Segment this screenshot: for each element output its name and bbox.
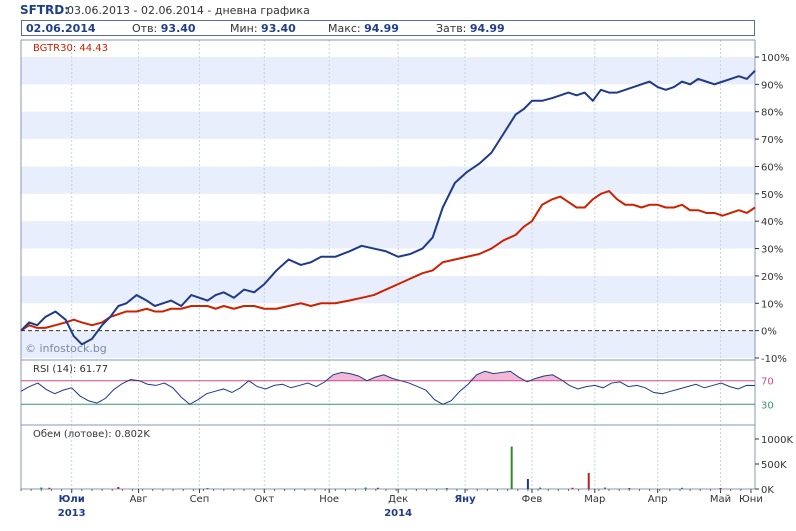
y-tick-label: 40% [761,217,783,228]
volume-y-tick-label: 1000K [761,435,793,446]
volume-pane-frame [20,424,756,490]
volume-bar [587,473,590,489]
grid-band [21,166,755,194]
quote-open: Отв: 93.40 [132,22,196,35]
series-line-bgtr30 [20,190,756,332]
volume-bar [40,487,43,489]
y-tick-label: 60% [761,162,783,173]
y-tick-label: 10% [761,299,783,310]
symbol-title: SFTRD: [20,3,70,17]
date-range-title: 03.06.2013 - 02.06.2014 - дневна графика [67,4,310,17]
y-tick-label: 90% [761,80,783,91]
x-tick-label: Ное [319,494,339,505]
grid-band [21,221,755,249]
x-tick-label: Юни [739,494,763,505]
y-tick-label: -10% [761,354,787,365]
volume-bar [628,488,631,489]
y-tick-label: 20% [761,272,783,283]
x-tick-label: Мар [584,494,605,505]
volume-bar [48,487,51,489]
rsi-level-70-label: 70 [761,377,774,388]
volume-bar [526,479,529,489]
rsi-label: RSI (14): 61.77 [33,364,108,375]
volume-bar [603,487,606,489]
volume-bar [364,487,367,489]
x-tick-label: Фев [522,494,543,505]
volume-bar [539,487,542,489]
x-tick-label: Юли [59,494,85,505]
volume-bar [719,488,722,489]
chart-header: SFTRD: 03.06.2013 - 02.06.2014 - дневна … [0,0,796,20]
grid-band [21,330,755,358]
volume-bar [510,446,513,489]
grid-band [21,111,755,140]
quote-date: 02.06.2014 [26,22,96,35]
y-tick-label: 80% [761,108,783,119]
rsi-line [20,370,756,405]
x-tick-label: Апр [648,494,668,505]
x-tick-label: Сеп [190,494,210,505]
volume-bar [206,488,209,489]
quote-bar: 02.06.2014 Отв: 93.40 Мин: 93.40 Макс: 9… [21,20,755,36]
volume-y-tick-label: 500K [761,460,787,471]
volume-bar [681,487,684,489]
series-line-sftrd [20,69,756,346]
rsi-pane-frame [20,359,756,426]
x-tick-label: Май [710,494,731,505]
x-tick-label: Авг [130,494,148,505]
x-tick-label: Яну [454,494,476,505]
y-tick-label: 50% [761,190,783,201]
x-tick-label: Окт [254,494,274,505]
y-tick-label: 100% [761,53,790,64]
volume-label: Обем (лотове): 0.802K [33,429,150,440]
year-label-2013: 2013 [58,508,86,519]
grid-band [21,57,755,85]
quote-high: Макс: 94.99 [328,22,399,35]
y-tick-label: 70% [761,135,783,146]
y-tick-label: 30% [761,245,783,256]
volume-y-tick-label: 0K [761,485,774,496]
rsi-overbought-fill [21,371,755,381]
rsi-level-30-label: 30 [761,400,774,411]
quote-close: Затв: 94.99 [436,22,505,35]
volume-bar [376,487,379,489]
quote-low: Мин: 93.40 [230,22,296,35]
x-tick-label: Дек [388,494,408,505]
benchmark-label: BGTR30: 44.43 [33,43,108,54]
watermark: © infostock.bg [25,342,107,355]
volume-bar [571,487,574,489]
y-tick-label: 0% [761,327,777,338]
volume-bar [445,488,448,489]
year-label-2014: 2014 [384,508,412,519]
volume-bar [117,487,120,489]
